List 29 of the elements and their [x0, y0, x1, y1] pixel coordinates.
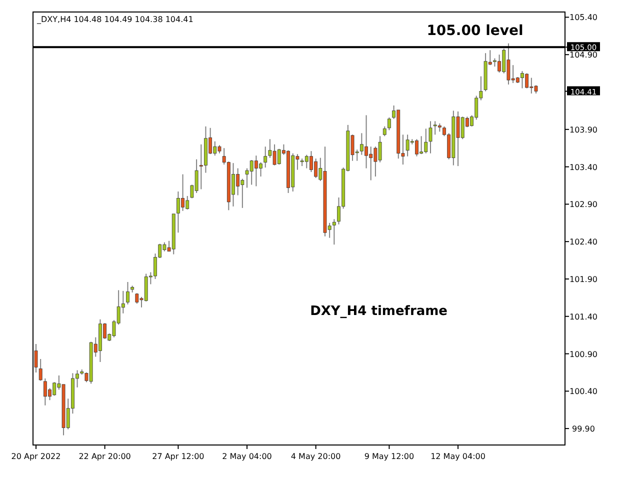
- y-tick-label: 100.40: [570, 387, 598, 396]
- candlestick: [126, 281, 130, 305]
- ref-line-label: 105.00 level: [426, 23, 524, 40]
- x-tick-label: 20 Apr 2022: [11, 452, 61, 461]
- chart-title: _DXY,H4 104.48 104.49 104.38 104.41: [36, 15, 194, 24]
- y-tick-label: 105.40: [570, 13, 598, 22]
- x-tick-label: 2 May 04:00: [222, 452, 272, 461]
- y-tick-label: 103.90: [570, 125, 598, 134]
- y-tick-label: 99.90: [572, 424, 595, 434]
- candlestick: [264, 146, 268, 168]
- y-tick-label: 101.40: [570, 312, 598, 322]
- x-tick-label: 27 Apr 12:00: [152, 452, 204, 461]
- candlestick: [428, 120, 432, 154]
- candlestick: [382, 126, 386, 137]
- y-tick-label: 101.90: [570, 274, 598, 284]
- candlestick: [332, 218, 336, 246]
- x-tick-label: 4 May 20:00: [290, 452, 341, 461]
- x-tick-label: 22 Apr 20:00: [78, 452, 131, 461]
- candlestick: [34, 344, 38, 373]
- y-tick-label: 100.90: [570, 350, 598, 359]
- annotation: DXY_H4 timeframe: [310, 304, 448, 320]
- x-tick-label: 9 May 12:00: [364, 452, 414, 461]
- x-tick-label: 12 May 04:00: [430, 452, 486, 461]
- y-tick-label: 103.40: [570, 162, 598, 172]
- candlestick: [388, 116, 391, 131]
- y-tick-label: 102.90: [570, 200, 598, 210]
- candlestick: [38, 358, 42, 382]
- y-tick-label: 102.40: [570, 238, 598, 247]
- y-tick-label: 104.90: [570, 50, 598, 60]
